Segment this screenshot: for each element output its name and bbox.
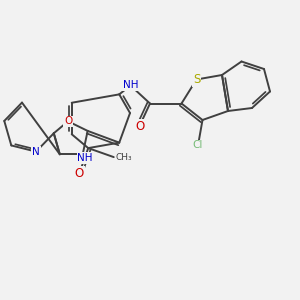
Text: O: O [135,119,144,133]
Text: N: N [32,147,40,157]
Text: Cl: Cl [193,140,203,151]
Text: NH: NH [77,153,93,163]
Text: O: O [75,167,84,180]
Text: S: S [193,73,200,86]
Text: O: O [64,116,72,126]
Text: CH₃: CH₃ [115,153,132,162]
Text: NH: NH [123,80,138,91]
